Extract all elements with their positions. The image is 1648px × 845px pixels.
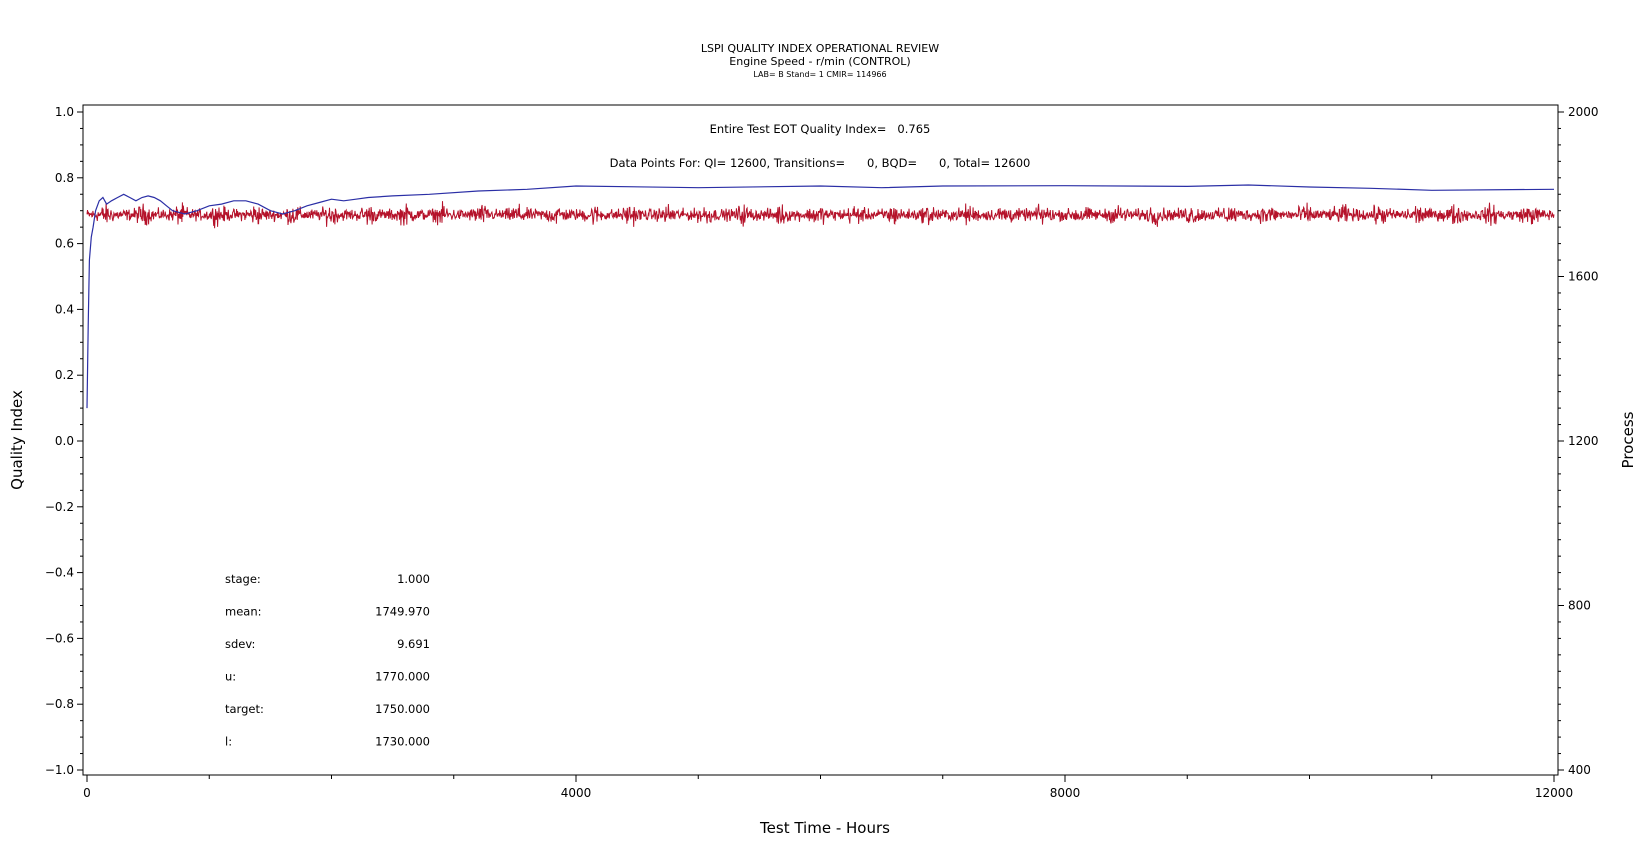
x-tick-label: 12000 [1535,786,1573,800]
y-axis-right-title: Process [1619,411,1637,468]
stat-value: 1770.000 [375,670,430,684]
x-axis-title: Test Time - Hours [759,819,890,837]
y-left-tick-label: 1.0 [55,105,74,119]
x-tick-label: 0 [83,786,91,800]
y-left-tick-label: 0.6 [55,237,74,251]
process-series-line [86,201,1555,229]
stat-value: 1749.970 [375,605,430,619]
chart-title: LSPI QUALITY INDEX OPERATIONAL REVIEW [701,42,939,55]
chart-subtitle: Engine Speed - r/min (CONTROL) [729,55,910,68]
y-right-tick-label: 1600 [1568,270,1599,284]
quality-index-annotation: Entire Test EOT Quality Index= 0.765 [710,122,931,136]
quality-index-series-line [86,184,1555,409]
stat-label: sdev: [225,637,255,651]
data-points-annotation: Data Points For: QI= 12600, Transitions=… [610,156,1031,170]
stat-value: 1730.000 [375,735,430,749]
y-left-tick-label: 0.0 [55,434,74,448]
stat-value: 1.000 [397,572,430,586]
series-lines [86,184,1555,409]
y-left-tick-label: −0.4 [45,566,74,580]
stats-table: stage: 1.000 mean: 1749.970 sdev: 9.691 u: 1770… [225,572,430,749]
plot-frame [82,104,1559,776]
y-left-tick-label: −0.6 [45,631,74,645]
stat-label: u: [225,670,236,684]
y-right-tick-label: 2000 [1568,105,1599,119]
chart-subtitle-lab: LAB= B Stand= 1 CMIR= 114966 [753,70,886,79]
y-left-tick-label: −0.8 [45,697,74,711]
y-left-tick-label: −1.0 [45,763,74,777]
y-right-tick-label: 400 [1568,763,1591,777]
stat-label: mean: [225,605,262,619]
stat-value: 9.691 [397,637,430,651]
stat-label: stage: [225,572,261,586]
x-tick-label: 8000 [1050,786,1081,800]
y-left-tick-label: −0.2 [45,500,74,514]
y-axis-left-title: Quality Index [8,390,26,490]
stat-label: l: [225,735,232,749]
stat-label: target: [225,702,264,716]
x-tick-label: 4000 [561,786,592,800]
y-left-tick-label: 0.4 [55,302,74,316]
axis-ticks: 1.0 0.8 0.6 0.4 0.2 0.0 −0.2 −0.4 −0.6 −0.8 −1.0 20… [45,105,1599,800]
stat-value: 1750.000 [375,702,430,716]
y-right-tick-label: 800 [1568,599,1591,613]
y-right-tick-label: 1200 [1568,434,1599,448]
y-left-tick-label: 0.8 [55,171,74,185]
y-left-tick-label: 0.2 [55,368,74,382]
